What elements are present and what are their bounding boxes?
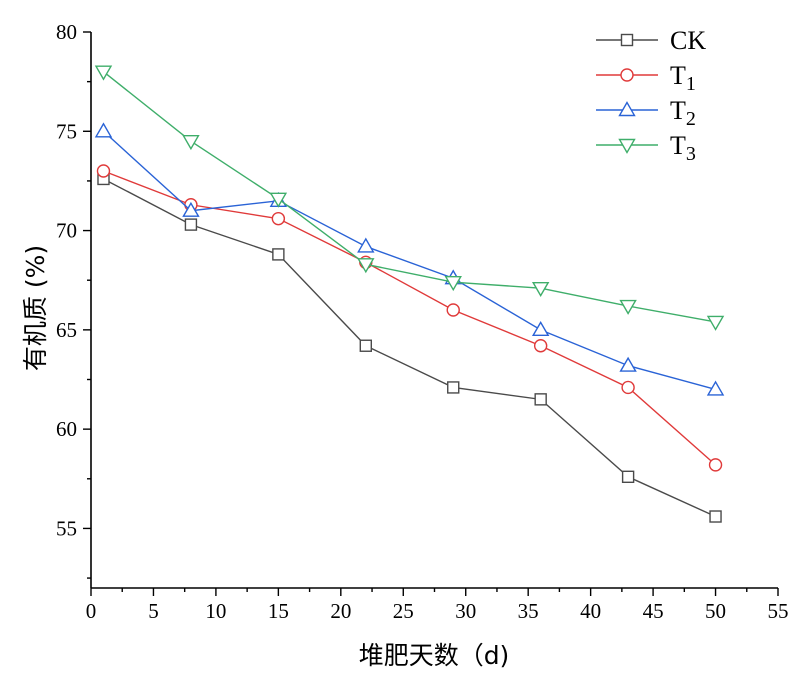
data-point [357,237,375,253]
x-tick-label: 15 [268,599,289,623]
series-ck [97,172,722,523]
y-tick-label: 80 [56,20,77,44]
y-tick-label: 75 [56,119,77,143]
y-tick-label: 65 [56,318,77,342]
x-tick-label: 50 [705,599,726,623]
legend-item-t3: T3 [596,131,696,165]
data-point [357,258,375,274]
legend-item-ck: CK [596,26,706,55]
series-line-t3 [103,71,716,323]
data-point [271,211,286,226]
data-point [184,218,198,231]
legend-item-t2: T2 [596,96,696,130]
data-point [94,122,113,138]
series-line-t1 [103,170,717,466]
data-point [619,356,637,372]
legend-label: T1 [670,61,696,95]
x-tick-label: 25 [393,599,414,623]
legend-label: T2 [670,96,696,130]
data-point [182,135,200,151]
y-tick-label: 60 [56,417,77,441]
series-t3 [94,65,725,331]
legend-label: T3 [670,131,696,165]
legend-marker [620,68,634,82]
series-line-ck [103,178,716,518]
series-line-t2 [103,130,716,391]
data-point [531,320,550,337]
data-point [621,380,635,395]
y-tick-label: 55 [56,516,77,540]
data-point [533,339,548,353]
x-tick-label: 40 [580,599,601,623]
legend-marker [618,101,636,117]
x-tick-label: 35 [518,599,539,623]
x-tick-label: 20 [330,599,351,623]
data-point [534,393,547,406]
legend-marker [618,138,636,154]
data-point [182,201,200,217]
legend-item-t1: T1 [596,61,696,95]
data-point [709,510,722,523]
data-point [619,299,637,315]
x-axis-title: 堆肥天数（d) [359,641,510,670]
legend-marker [620,33,634,47]
y-axis-title: 有机质 (%) [21,245,50,371]
data-point [447,381,460,394]
data-point [706,380,725,396]
data-point [446,303,460,317]
series-t2 [94,122,725,396]
data-point [706,315,725,331]
data-point [621,470,635,483]
legend-label: CK [670,26,706,55]
x-tick-label: 10 [205,599,226,623]
axes: 0 5 10 15 20 25 30 35 40 45 50 55 55 60 65 70 75 80 [56,20,789,623]
data-point [94,65,113,81]
x-tick-label: 55 [768,599,789,623]
series-group [94,65,725,523]
data-point [269,192,288,208]
data-point [444,276,462,292]
y-tick-label: 70 [56,219,77,243]
data-point [359,339,372,352]
data-point [708,458,723,472]
x-tick-label: 30 [455,599,476,623]
x-tick-label: 0 [86,599,97,623]
data-point [531,281,550,298]
x-tick-label: 5 [148,599,159,623]
data-point [96,164,111,178]
data-point [272,248,285,261]
x-tick-label: 45 [643,599,664,623]
